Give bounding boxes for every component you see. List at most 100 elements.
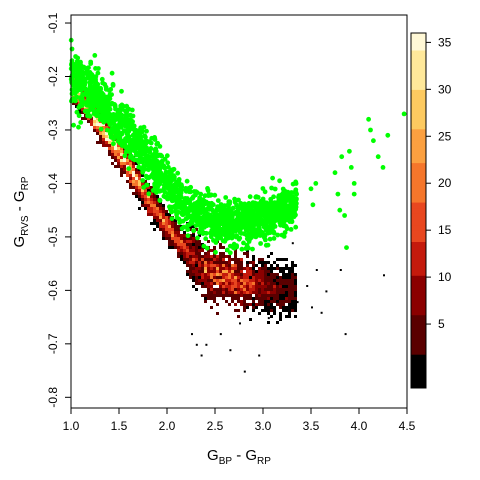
density-cell	[270, 294, 273, 297]
density-cell	[261, 264, 264, 267]
density-cell	[162, 231, 165, 234]
density-cell	[195, 240, 198, 243]
density-cell	[204, 279, 207, 282]
green-point	[145, 175, 151, 181]
green-point	[94, 112, 100, 118]
density-cell	[108, 153, 111, 156]
density-cell	[222, 270, 225, 273]
green-point	[254, 194, 259, 200]
green-point	[270, 175, 275, 181]
density-cell	[240, 288, 243, 291]
density-cell	[261, 261, 264, 264]
density-cell	[219, 276, 222, 279]
density-cell	[231, 288, 234, 291]
green-point	[250, 246, 255, 252]
green-point	[122, 153, 128, 159]
green-point	[208, 234, 214, 240]
density-cell	[192, 237, 195, 240]
green-point	[236, 197, 241, 203]
density-cell	[267, 261, 270, 264]
density-cell	[192, 258, 195, 261]
green-point	[82, 86, 88, 91]
density-cell	[246, 294, 249, 297]
density-cell	[279, 258, 282, 261]
density-cell	[186, 243, 189, 246]
x-tick-label: 1.5	[111, 419, 128, 433]
green-point	[158, 152, 164, 158]
density-cell	[210, 279, 213, 282]
colorbar-bin	[411, 117, 426, 124]
density-cell	[192, 276, 195, 279]
density-cell	[258, 279, 261, 282]
green-point	[127, 140, 133, 146]
density-cell	[246, 285, 249, 288]
density-cell	[279, 285, 282, 288]
density-cell	[219, 291, 222, 294]
green-point	[241, 240, 246, 246]
density-cell	[270, 279, 273, 282]
density-cell	[198, 246, 201, 249]
density-cell	[186, 249, 189, 252]
density-cell	[267, 297, 270, 300]
density-cell	[270, 267, 273, 270]
density-cell	[126, 162, 129, 165]
density-cell	[273, 276, 276, 279]
density-cell	[252, 261, 255, 264]
density-cell	[219, 279, 222, 282]
density-cell	[279, 276, 282, 279]
green-point	[175, 180, 181, 186]
green-point	[337, 207, 343, 213]
colorbar-bin	[411, 196, 426, 203]
density-cell	[261, 300, 264, 303]
density-cell	[168, 234, 171, 237]
colorbar-bin	[411, 314, 426, 321]
density-cell	[195, 270, 198, 273]
density-cell	[252, 297, 255, 300]
density-cell	[228, 255, 231, 258]
density-cell	[216, 288, 219, 291]
density-cell	[156, 198, 159, 201]
density-cell	[147, 210, 150, 213]
green-point	[165, 185, 170, 191]
density-cell	[273, 273, 276, 276]
density-cell	[138, 207, 141, 210]
green-point	[175, 170, 181, 176]
density-cell	[120, 153, 123, 156]
green-point	[95, 70, 101, 76]
density-cell	[267, 303, 270, 306]
green-point	[122, 116, 127, 122]
density-cell	[267, 312, 270, 315]
density-cell	[207, 279, 210, 282]
density-cell	[231, 297, 234, 300]
density-cell	[237, 315, 240, 318]
sparse-point	[243, 370, 246, 373]
green-point	[267, 236, 273, 242]
sparse-point	[315, 269, 318, 271]
density-cell	[255, 285, 258, 288]
density-cell	[114, 153, 117, 156]
density-cell	[270, 252, 273, 255]
density-cell	[102, 132, 105, 135]
density-cell	[288, 306, 291, 309]
density-cell	[222, 264, 225, 267]
density-cell	[138, 189, 141, 192]
density-cell	[171, 225, 174, 228]
density-cell	[234, 297, 237, 300]
density-cell	[147, 195, 150, 198]
green-point	[153, 186, 159, 192]
density-cell	[132, 165, 135, 168]
colorbar-bin	[411, 218, 426, 226]
density-cell	[213, 246, 216, 249]
density-cell	[252, 291, 255, 294]
density-cell	[120, 159, 123, 162]
green-point	[202, 193, 208, 199]
green-point	[270, 216, 276, 222]
green-point	[215, 225, 221, 231]
density-cell	[258, 312, 261, 315]
colorbar-bin	[411, 359, 426, 366]
density-cell	[201, 285, 204, 288]
density-cell	[285, 297, 288, 300]
green-point	[80, 92, 85, 97]
green-point	[183, 188, 189, 194]
density-cell	[294, 264, 297, 267]
